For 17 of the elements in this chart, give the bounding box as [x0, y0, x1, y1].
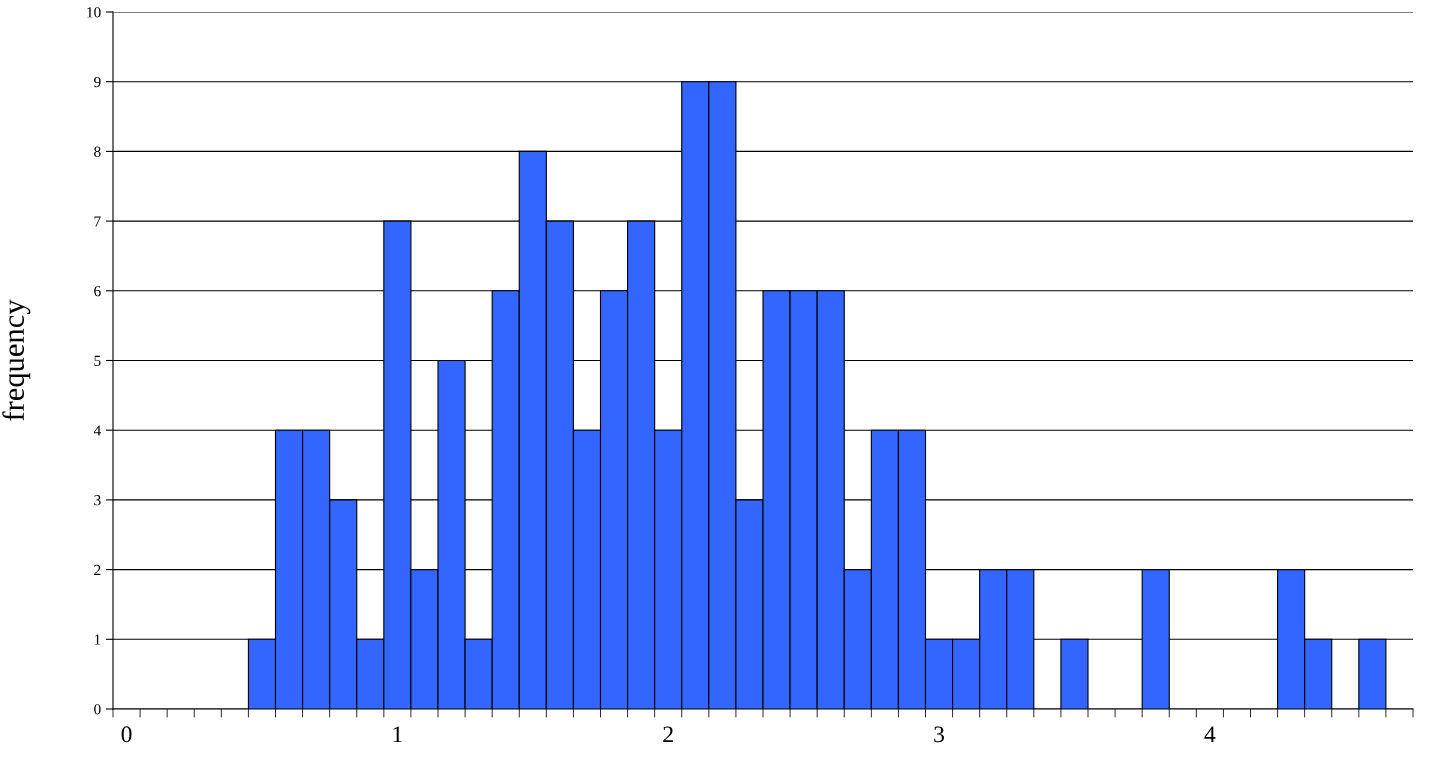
y-tick-label: 10: [87, 7, 101, 18]
y-tick-label: 2: [94, 564, 101, 575]
x-tick-label: 3: [934, 726, 945, 743]
x-tick-label: 4: [1204, 726, 1216, 743]
y-tick-label: 0: [94, 704, 101, 715]
x-tick-label: 0: [121, 726, 132, 743]
y-tick-label: 7: [94, 216, 101, 227]
x-tick-label: 1: [393, 726, 402, 743]
y-tick-label: 6: [94, 285, 101, 297]
y-tick-label: 5: [94, 355, 101, 366]
y-tick-label: 3: [94, 495, 101, 506]
y-axis-title: frequency: [2, 299, 31, 421]
y-tick-label: 8: [94, 146, 101, 157]
y-tick-label: 1: [94, 634, 101, 645]
y-tick-label: 4: [93, 425, 101, 436]
y-tick-label: 9: [94, 76, 101, 88]
x-tick-label: 2: [663, 726, 673, 743]
